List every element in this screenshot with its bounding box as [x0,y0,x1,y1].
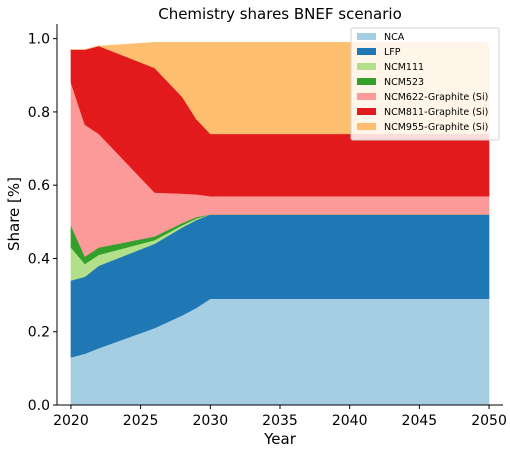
y-tick-label: 0.4 [28,251,50,267]
legend-label-ncm955-graphite-si: NCM955-Graphite (Si) [384,122,488,133]
legend-swatch-ncm811-graphite-si [357,108,376,115]
legend-swatch-ncm955-graphite-si [357,123,376,130]
legend-label-lfp: LFP [384,47,401,58]
legend-label-ncm622-graphite-si: NCM622-Graphite (Si) [384,92,488,103]
x-tick-label: 2045 [402,413,438,429]
y-tick-label: 0.2 [28,325,50,341]
legend-label-ncm811-graphite-si: NCM811-Graphite (Si) [384,107,488,118]
x-tick-label: 2050 [471,413,507,429]
x-tick-label: 2035 [262,413,298,429]
legend-swatch-lfp [357,48,376,55]
x-tick-label: 2040 [332,413,368,429]
x-tick-label: 2020 [53,413,89,429]
legend-swatch-nca [357,33,376,40]
y-tick-label: 0.8 [28,105,50,121]
x-tick-label: 2025 [123,413,159,429]
y-axis-ticks: 0.0 0.2 0.4 0.6 0.8 1.0 [28,32,57,414]
legend-label-ncm523: NCM523 [384,77,424,88]
legend-label-nca: NCA [384,32,405,43]
legend-swatch-ncm622-graphite-si [357,93,376,100]
y-tick-label: 0.0 [28,398,50,414]
x-axis-ticks: 2020 2025 2030 2035 2040 2045 2050 [53,405,507,429]
legend: NCA LFP NCM111 NCM523 NCM622-Graphite (Si) NC… [351,28,499,140]
legend-swatch-ncm523 [357,78,376,85]
y-axis-label: Share [%] [5,177,23,251]
x-tick-label: 2030 [192,413,228,429]
y-tick-label: 1.0 [28,32,50,48]
legend-label-ncm111: NCM111 [384,62,424,73]
y-tick-label: 0.6 [28,178,50,194]
chart-title: Chemistry shares BNEF scenario [158,5,402,23]
x-axis-label: Year [263,430,297,448]
legend-swatch-ncm111 [357,63,376,70]
